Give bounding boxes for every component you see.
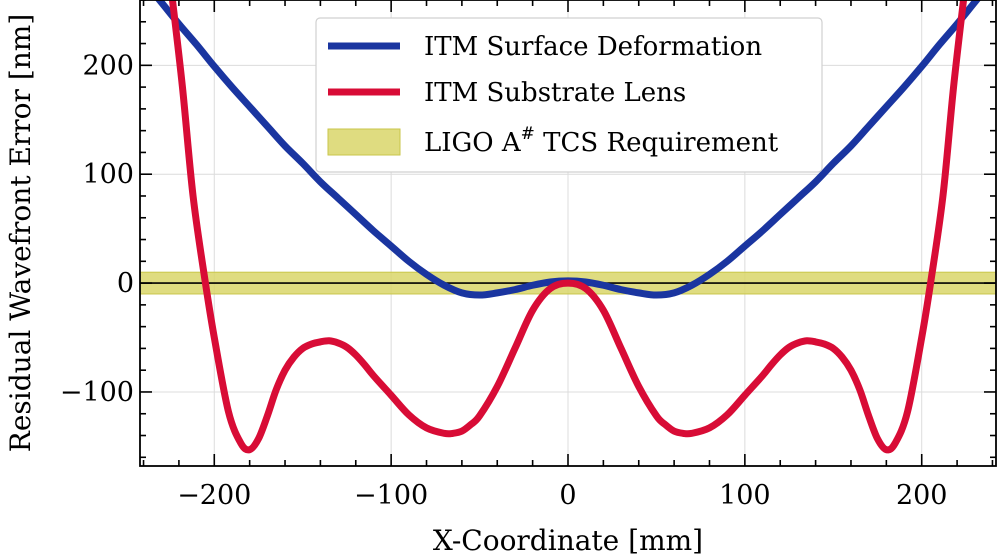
legend-label-substrate-lens: ITM Substrate Lens [424, 78, 686, 108]
x-tick-label: 0 [559, 480, 576, 511]
series-layer [154, 0, 982, 454]
y-tick-label: −100 [60, 377, 134, 408]
x-axis-title: X-Coordinate [mm] [433, 524, 703, 557]
legend-label-tcs-requirement-base: LIGO A [424, 128, 522, 158]
y-tick-label: 100 [82, 159, 134, 190]
x-tick-label: −100 [354, 480, 428, 511]
x-tick-label: 200 [896, 480, 948, 511]
legend-label-surface-deformation: ITM Surface Deformation [424, 32, 762, 62]
legend-label-tcs-requirement-sup: # [521, 124, 535, 144]
legend: ITM Surface Deformation ITM Substrate Le… [315, 17, 823, 173]
series-line-substrate-lens [168, 0, 968, 454]
legend-swatch-tcs-requirement [327, 128, 401, 156]
x-tick-label: −200 [177, 480, 251, 511]
tick-labels: −200 −100 0 100 200 −100 0 100 200 [60, 50, 948, 511]
y-axis-title: Residual Wavefront Error [nm] [4, 14, 37, 452]
x-tick-label: 100 [719, 480, 771, 511]
legend-label-tcs-requirement-suffix: TCS Requirement [535, 128, 779, 158]
legend-box [315, 17, 823, 173]
legend-label-tcs-requirement: LIGO A# TCS Requirement [424, 124, 779, 158]
axis-ticks [140, 0, 996, 466]
y-tick-label: 200 [82, 50, 134, 81]
y-tick-label: 0 [117, 268, 134, 299]
